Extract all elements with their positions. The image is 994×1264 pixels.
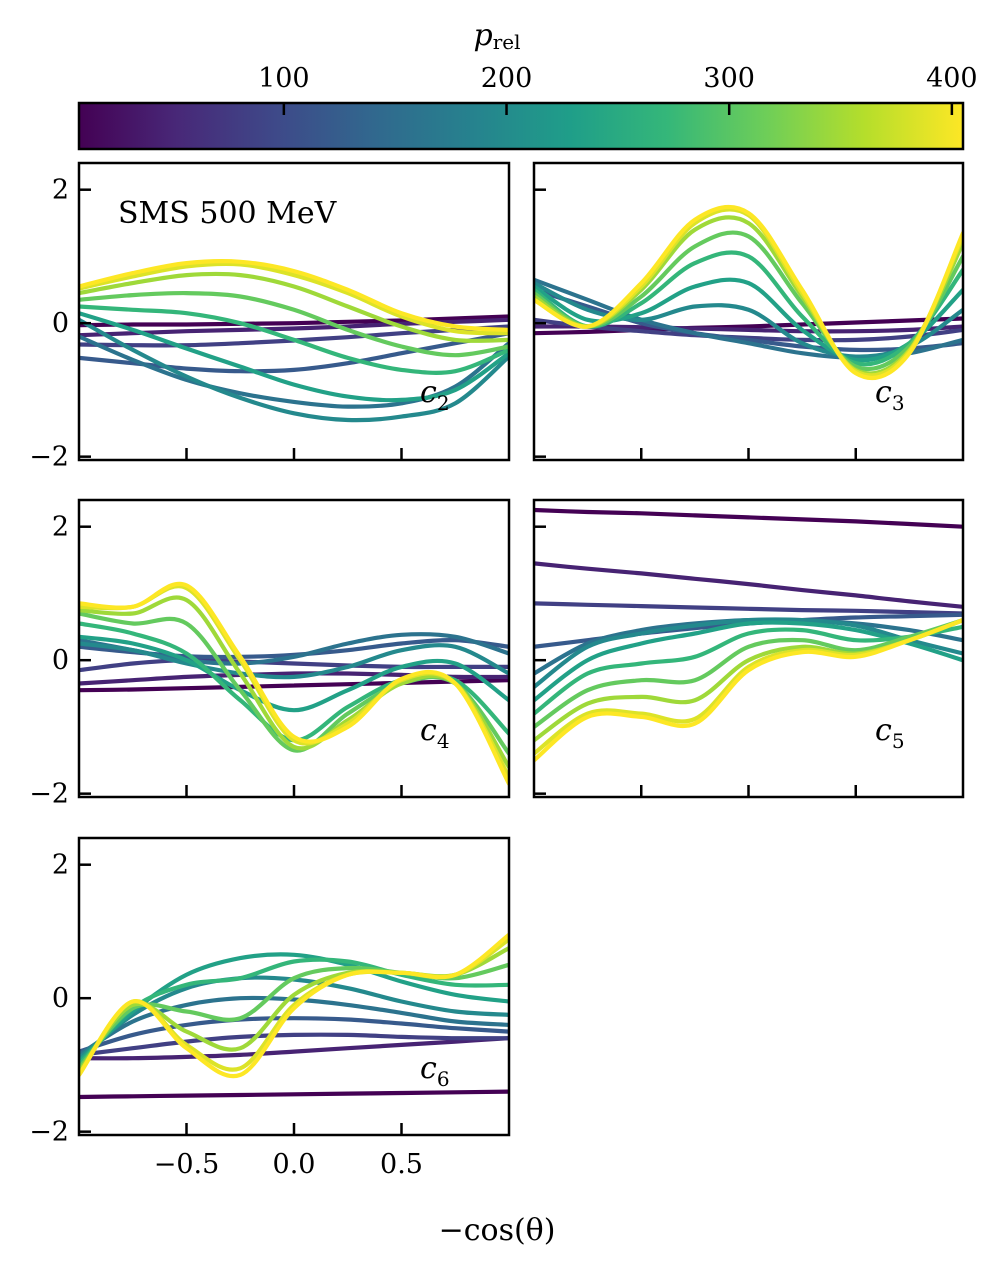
series-line-p405 [79,581,509,786]
series-lines [79,932,509,1100]
series-lines [79,258,509,423]
series-line-p271 [79,304,509,375]
series-line-p234 [79,634,509,713]
series-line-p46 [79,1036,509,1061]
y-tick-label: 2 [52,175,69,206]
series-lines [534,507,963,763]
series-line-p196 [79,641,509,680]
colorbar-tick-label: 400 [926,63,978,94]
series-line-p405 [79,932,509,1079]
series-line-p8 [79,1089,509,1100]
series-line-p84 [79,658,509,673]
series-line-p8 [79,678,509,693]
panel-c3: c3 [532,161,965,462]
series-lines [79,581,509,786]
x-tick-label: 0.0 [273,1149,316,1180]
y-tick-label: 2 [52,512,69,543]
series-line-p234 [79,311,509,403]
y-tick-label: −2 [29,442,69,473]
colorbar-gradient [77,101,965,151]
y-tick-label: 0 [52,308,69,339]
series-line-p121 [534,287,963,353]
panel-label-c4: c4 [420,713,450,753]
panel-c2: −2 0 2 c2 [29,161,511,473]
series-line-p121 [79,1016,509,1054]
panel-label-c2: c2 [420,375,450,415]
series-line-p196 [79,317,509,423]
series-line-p8 [79,314,509,328]
series-line-p159 [79,995,509,1057]
series-line-p8 [534,316,963,336]
y-tick-label: −2 [29,779,69,810]
series-line-p385 [79,261,509,336]
x-axis-label: −cos(θ) [439,1213,556,1248]
series-line-p8 [534,507,963,529]
sms-annotation: SMS 500 MeV [118,196,338,231]
panel-c5: c5 [532,498,965,799]
y-tick-label: 0 [52,983,69,1014]
panel-label-c6: c6 [420,1051,450,1091]
series-line-p46 [534,561,963,609]
x-tick-label: 0.5 [380,1149,423,1180]
series-line-p196 [534,617,963,689]
series-line-p405 [79,258,509,332]
series-line-p405 [534,618,963,763]
series-line-p84 [534,601,963,616]
colorbar-label: prel [473,18,520,54]
y-tick-label: 0 [52,645,69,676]
colorbar-tick-label: 300 [703,63,755,94]
y-tick-label: −2 [29,1117,69,1148]
series-line-p309 [79,290,509,358]
series-line-p271 [534,624,963,716]
panel-c6: −2 0 2 −0.5 0.0 0.5 c6 [29,836,511,1180]
series-line-p309 [534,618,963,729]
series-line-p405 [534,204,963,381]
series-line-p84 [79,1032,509,1057]
series-lines [534,204,963,381]
panel-c4: −2 0 2 c4 [29,498,511,810]
colorbar: prel 100 200 300 400 [77,18,978,151]
colorbar-tick-label: 200 [481,63,533,94]
panel-label-c5: c5 [875,713,905,753]
x-tick-label: −0.5 [154,1149,220,1180]
series-line-p347 [79,271,509,343]
y-tick-label: 2 [52,850,69,881]
panel-label-c3: c3 [875,375,905,415]
colorbar-tick-label: 100 [258,63,310,94]
